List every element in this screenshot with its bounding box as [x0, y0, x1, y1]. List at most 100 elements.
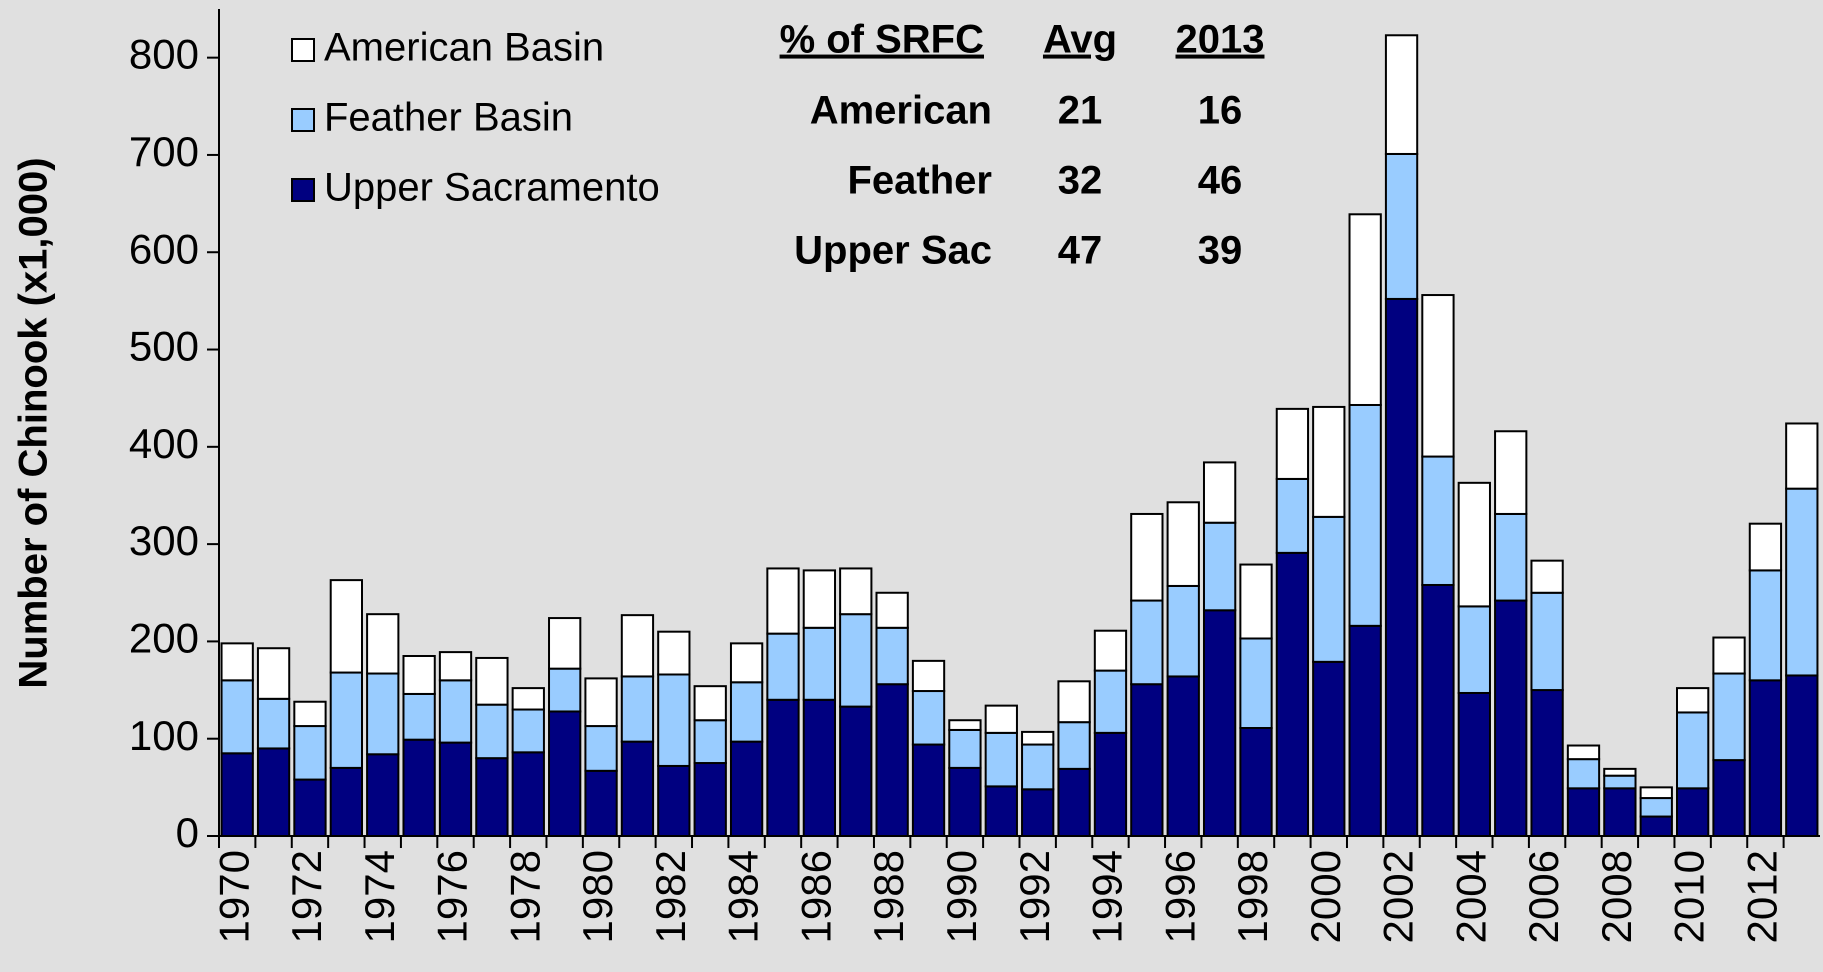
table-cell: 32	[1058, 159, 1103, 203]
bar-segment	[293, 778, 327, 837]
bar-segment	[1130, 599, 1164, 686]
bar-segment	[657, 630, 691, 676]
bar-segment	[1676, 687, 1710, 714]
bar-segment	[475, 656, 509, 706]
bar-segment	[1130, 683, 1164, 838]
bar-segment	[1021, 743, 1055, 791]
bar-segment	[766, 632, 800, 701]
bar-segment	[511, 687, 545, 711]
bar-segment	[766, 698, 800, 837]
bar-segment	[802, 698, 837, 837]
bar-segment	[657, 673, 691, 767]
legend-label: Feather Basin	[324, 96, 573, 140]
bar-segment	[839, 567, 873, 616]
x-tick-label: 1988	[865, 850, 912, 943]
bar-segment	[511, 708, 545, 754]
bar-segment	[1348, 403, 1382, 627]
y-tick-label: 800	[129, 31, 199, 78]
table-cell: 39	[1198, 229, 1243, 273]
bar-segment	[1202, 521, 1237, 612]
bar-segment	[402, 738, 436, 838]
bar-segment	[948, 766, 982, 837]
bar-segment	[802, 569, 837, 629]
bar-segment	[548, 617, 582, 670]
bar-segment	[1603, 787, 1637, 837]
bar-segment	[1494, 512, 1528, 602]
legend-swatch	[291, 38, 315, 62]
table-header: Avg	[1043, 18, 1117, 62]
x-tick-label: 2006	[1520, 850, 1567, 943]
bar-segment	[984, 785, 1018, 838]
bar-segment	[1093, 629, 1128, 672]
x-tick-label: 1970	[210, 850, 257, 943]
x-tick-label: 2002	[1375, 850, 1422, 943]
bar-segment	[620, 740, 655, 837]
bar-segment	[1603, 767, 1637, 777]
table-header: % of SRFC	[780, 18, 984, 62]
bar-segment	[620, 614, 655, 678]
bar-segment	[1093, 669, 1128, 734]
y-tick-label: 200	[129, 615, 199, 662]
bar-segment	[1348, 624, 1382, 838]
bar-segment	[584, 725, 618, 772]
bar-segment	[220, 679, 254, 755]
bar-segment	[911, 659, 946, 693]
bar-segment	[1239, 727, 1273, 838]
x-tick-label: 1984	[720, 850, 767, 943]
bar-segment	[1566, 744, 1601, 761]
bar-segment	[984, 704, 1018, 734]
table-cell: 21	[1058, 89, 1103, 133]
bar-segment	[1639, 797, 1673, 818]
bar-segment	[1275, 477, 1310, 554]
bar-segment	[1166, 501, 1200, 587]
bar-segment	[366, 613, 400, 675]
bar-segment	[1566, 787, 1601, 837]
bar-segment	[1748, 679, 1783, 837]
bar-segment	[802, 626, 837, 701]
bar-segment	[438, 651, 473, 682]
x-tick-label: 1972	[283, 850, 330, 943]
bar-segment	[329, 579, 363, 674]
x-tick-label: 1994	[1084, 850, 1131, 943]
bar-segment	[1530, 559, 1564, 594]
bar-segment	[438, 679, 473, 744]
y-tick-label: 0	[176, 809, 199, 856]
bar-segment	[584, 769, 618, 837]
table-cell: Upper Sac	[794, 229, 992, 273]
bar-segment	[1457, 481, 1491, 608]
y-tick-label: 300	[129, 517, 199, 564]
bar-segment	[256, 697, 291, 750]
bar-segment	[1312, 660, 1346, 837]
bar-segment	[548, 710, 582, 837]
bar-segment	[1275, 551, 1310, 838]
bar-segment	[1676, 711, 1710, 790]
table-cell: 16	[1198, 89, 1243, 133]
bar-segment	[329, 671, 363, 769]
bar-segment	[366, 753, 400, 838]
bar-segment	[693, 685, 727, 722]
x-tick-label: 2008	[1593, 850, 1640, 943]
bar-segment	[875, 683, 909, 838]
bar-segment	[693, 762, 727, 838]
bar-segment	[1494, 599, 1528, 837]
x-tick-label: 1974	[356, 850, 403, 943]
bar-segment	[1348, 213, 1382, 406]
bar-segment	[1057, 680, 1091, 724]
bar-segment	[766, 567, 800, 635]
bar-segment	[511, 751, 545, 838]
y-tick-label: 100	[129, 712, 199, 759]
bar-segment	[475, 703, 509, 760]
x-tick-label: 2012	[1739, 850, 1786, 943]
bar-segment	[1166, 675, 1200, 837]
legend-swatch	[291, 178, 315, 202]
x-tick-label: 1990	[938, 850, 985, 943]
bar-segment	[911, 743, 946, 837]
bar-segment	[256, 747, 291, 838]
bar-segment	[1748, 569, 1783, 682]
bar-segment	[1384, 34, 1419, 155]
y-tick-label: 500	[129, 323, 199, 370]
bar-segment	[729, 681, 764, 743]
bar-segment	[911, 690, 946, 746]
